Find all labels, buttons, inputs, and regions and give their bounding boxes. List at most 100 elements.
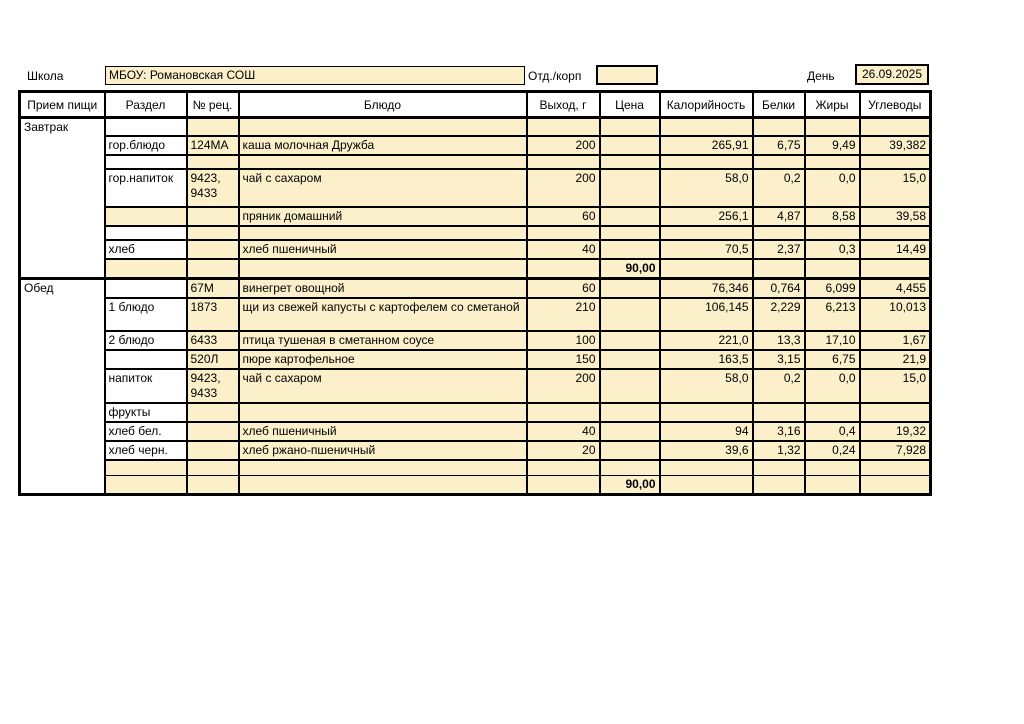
cell-calories[interactable]: 94 [658, 420, 754, 442]
cell-fat[interactable] [803, 402, 861, 422]
cell-carbs[interactable] [858, 117, 932, 136]
cell-recipe[interactable]: 124МА [185, 134, 240, 156]
cell-carbs[interactable]: 39,58 [858, 205, 932, 227]
cell-dish[interactable] [237, 459, 528, 476]
cell-carbs[interactable] [858, 225, 932, 240]
cell-price[interactable] [598, 277, 661, 299]
cell-output[interactable]: 20 [525, 439, 601, 461]
cell-fat[interactable] [803, 459, 861, 476]
cell-calories[interactable] [658, 225, 754, 240]
cell-fat[interactable]: 6,213 [803, 296, 861, 332]
cell-dish[interactable]: чай с сахаром [237, 367, 528, 404]
cell-dish[interactable]: винегрет овощной [237, 277, 528, 299]
cell-dish[interactable] [237, 117, 528, 136]
cell-price[interactable] [598, 329, 661, 351]
cell-carbs[interactable] [858, 154, 932, 169]
cell-recipe[interactable] [185, 258, 240, 280]
cell-output[interactable]: 100 [525, 329, 601, 351]
cell-output[interactable] [525, 117, 601, 136]
cell-calories[interactable]: 265,91 [658, 134, 754, 156]
cell-price[interactable] [598, 439, 661, 461]
cell-price[interactable] [598, 134, 661, 156]
cell-calories[interactable]: 39,6 [658, 439, 754, 461]
cell-carbs[interactable]: 39,382 [858, 134, 932, 156]
cell-dish[interactable]: хлеб пшеничный [237, 420, 528, 442]
cell-calories[interactable]: 221,0 [658, 329, 754, 351]
cell-price[interactable] [598, 117, 661, 136]
dept-value-field[interactable] [596, 65, 658, 85]
cell-output[interactable] [525, 475, 601, 496]
cell-protein[interactable] [751, 117, 806, 136]
cell-protein[interactable] [751, 154, 806, 169]
cell-price[interactable] [598, 154, 661, 169]
cell-carbs[interactable]: 14,49 [858, 238, 932, 260]
cell-recipe[interactable] [185, 420, 240, 442]
cell-recipe[interactable] [185, 402, 240, 422]
cell-output[interactable] [525, 258, 601, 280]
cell-fat[interactable]: 17,10 [803, 329, 861, 351]
cell-protein[interactable]: 4,87 [751, 205, 806, 227]
cell-protein[interactable]: 3,16 [751, 420, 806, 442]
cell-recipe[interactable] [185, 475, 240, 496]
cell-price[interactable] [598, 348, 661, 370]
cell-fat[interactable]: 6,099 [803, 277, 861, 299]
cell-calories[interactable]: 76,346 [658, 277, 754, 299]
cell-output[interactable] [525, 459, 601, 476]
cell-dish[interactable]: каша молочная Дружба [237, 134, 528, 156]
cell-output[interactable]: 200 [525, 367, 601, 404]
cell-recipe[interactable] [185, 205, 240, 227]
cell-calories[interactable]: 58,0 [658, 167, 754, 208]
cell-carbs[interactable]: 10,013 [858, 296, 932, 332]
cell-recipe[interactable]: 9423, 9433 [185, 367, 240, 404]
cell-protein[interactable] [751, 258, 806, 280]
day-value-field[interactable]: 26.09.2025 [855, 64, 929, 85]
cell-recipe[interactable] [185, 439, 240, 461]
cell-carbs[interactable]: 19,32 [858, 420, 932, 442]
cell-carbs[interactable]: 4,455 [858, 277, 932, 299]
cell-dish[interactable] [237, 154, 528, 169]
cell-dish[interactable]: пряник домашний [237, 205, 528, 227]
cell-recipe[interactable]: 520Л [185, 348, 240, 370]
cell-output[interactable]: 40 [525, 420, 601, 442]
cell-dish[interactable] [237, 225, 528, 240]
cell-calories[interactable]: 256,1 [658, 205, 754, 227]
cell-fat[interactable]: 0,3 [803, 238, 861, 260]
cell-price[interactable] [598, 225, 661, 240]
cell-recipe[interactable]: 6433 [185, 329, 240, 351]
cell-recipe[interactable]: 1873 [185, 296, 240, 332]
cell-calories[interactable]: 70,5 [658, 238, 754, 260]
cell-carbs[interactable]: 7,928 [858, 439, 932, 461]
cell-carbs[interactable]: 1,67 [858, 329, 932, 351]
cell-protein[interactable]: 0,2 [751, 367, 806, 404]
cell-fat[interactable]: 9,49 [803, 134, 861, 156]
cell-price[interactable] [598, 205, 661, 227]
cell-dish[interactable] [237, 475, 528, 496]
cell-calories[interactable]: 58,0 [658, 367, 754, 404]
cell-razdel[interactable] [103, 459, 188, 476]
cell-fat[interactable] [803, 154, 861, 169]
cell-calories[interactable]: 163,5 [658, 348, 754, 370]
cell-calories[interactable] [658, 459, 754, 476]
cell-fat[interactable] [803, 225, 861, 240]
cell-dish[interactable]: пюре картофельное [237, 348, 528, 370]
cell-carbs[interactable] [858, 459, 932, 476]
cell-price[interactable]: 90,00 [598, 258, 661, 280]
cell-price[interactable] [598, 420, 661, 442]
cell-dish[interactable]: щи из свежей капусты с картофелем со сме… [237, 296, 528, 332]
cell-protein[interactable]: 0,764 [751, 277, 806, 299]
cell-fat[interactable] [803, 475, 861, 496]
cell-protein[interactable]: 1,32 [751, 439, 806, 461]
cell-fat[interactable] [803, 117, 861, 136]
cell-calories[interactable] [658, 117, 754, 136]
cell-carbs[interactable] [858, 475, 932, 496]
cell-carbs[interactable] [858, 402, 932, 422]
cell-recipe[interactable] [185, 459, 240, 476]
school-value-field[interactable]: МБОУ: Романовская СОШ [105, 66, 525, 85]
cell-protein[interactable]: 3,15 [751, 348, 806, 370]
cell-price[interactable] [598, 238, 661, 260]
cell-output[interactable]: 40 [525, 238, 601, 260]
cell-recipe[interactable]: 67М [185, 277, 240, 299]
cell-protein[interactable]: 13,3 [751, 329, 806, 351]
cell-output[interactable] [525, 154, 601, 169]
cell-recipe[interactable]: 9423, 9433 [185, 167, 240, 208]
